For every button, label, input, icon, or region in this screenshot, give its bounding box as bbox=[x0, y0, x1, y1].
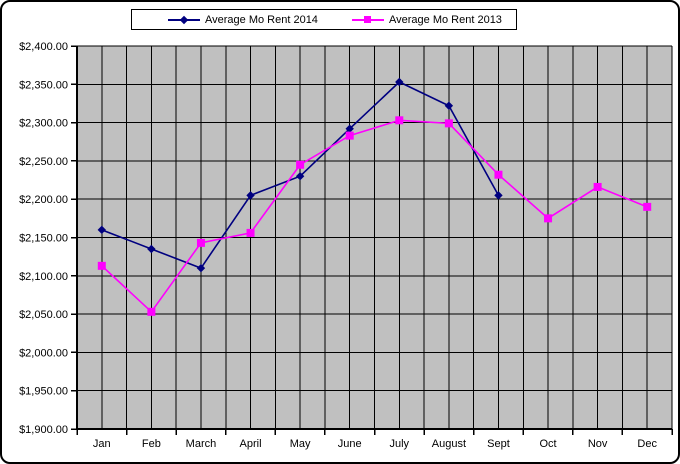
y-tick-label: $2,000.00 bbox=[19, 347, 68, 359]
y-axis-labels: $2,400.00 $2,350.00 $2,300.00 $2,250.00 $2,2… bbox=[19, 41, 68, 436]
square-marker-icon bbox=[196, 238, 205, 247]
legend-label-2014: Average Mo Rent 2014 bbox=[205, 13, 318, 26]
y-tick-label: $1,900.00 bbox=[19, 424, 68, 436]
x-tick-label: Nov bbox=[588, 438, 608, 450]
y-tick-label: $2,150.00 bbox=[19, 233, 68, 245]
y-tick-label: $2,050.00 bbox=[19, 309, 68, 321]
y-tick-label: $2,100.00 bbox=[19, 271, 68, 283]
diamond-marker-icon bbox=[196, 263, 206, 273]
square-marker-icon bbox=[494, 170, 503, 179]
axis-ticks bbox=[71, 45, 673, 435]
x-tick-label: Feb bbox=[142, 438, 161, 450]
x-tick-label: Sept bbox=[487, 438, 510, 450]
y-tick-label: $1,950.00 bbox=[19, 386, 68, 398]
series-2013 bbox=[97, 116, 652, 316]
diamond-marker-icon bbox=[295, 172, 305, 181]
square-marker-icon bbox=[643, 202, 652, 211]
diamond-marker-icon bbox=[444, 101, 454, 110]
legend: Average Mo Rent 2014 Average Mo Rent 201… bbox=[131, 9, 517, 30]
square-marker-icon bbox=[352, 14, 384, 25]
x-tick-label: Dec bbox=[637, 438, 657, 450]
x-tick-label: August bbox=[432, 438, 466, 450]
square-marker-icon bbox=[97, 261, 106, 270]
diamond-marker-icon bbox=[345, 124, 354, 133]
legend-entry-2013: Average Mo Rent 2013 bbox=[352, 10, 502, 29]
y-tick-label: $2,200.00 bbox=[19, 194, 68, 206]
square-marker-icon bbox=[544, 214, 553, 223]
x-tick-label: June bbox=[338, 438, 362, 450]
square-marker-icon bbox=[395, 116, 404, 125]
square-marker-icon bbox=[147, 307, 156, 316]
square-marker-icon bbox=[444, 119, 453, 128]
x-tick-label: May bbox=[290, 438, 311, 450]
x-tick-label: April bbox=[240, 438, 262, 450]
legend-label-2013: Average Mo Rent 2013 bbox=[389, 13, 502, 26]
diamond-marker-icon bbox=[97, 225, 106, 235]
diamond-marker-icon bbox=[395, 77, 404, 87]
square-marker-icon bbox=[296, 160, 305, 169]
legend-entry-2014: Average Mo Rent 2014 bbox=[168, 10, 318, 29]
square-marker-icon bbox=[246, 228, 255, 237]
diamond-marker-icon bbox=[494, 191, 503, 200]
diamond-marker-icon bbox=[246, 191, 255, 200]
series-line bbox=[101, 119, 648, 314]
diamond-marker-icon bbox=[147, 244, 156, 254]
square-marker-icon bbox=[593, 182, 602, 191]
x-tick-label: Jan bbox=[93, 438, 111, 450]
x-tick-label: March bbox=[186, 438, 217, 450]
y-tick-label: $2,300.00 bbox=[19, 118, 68, 130]
x-axis-labels: Jan Feb March April May June July August Sept Oct… bbox=[93, 438, 658, 450]
square-marker-icon bbox=[345, 131, 354, 140]
y-tick-label: $2,400.00 bbox=[19, 41, 68, 53]
x-tick-label: July bbox=[390, 438, 410, 450]
series-2014 bbox=[97, 77, 503, 273]
diamond-marker-icon bbox=[168, 14, 200, 25]
y-tick-label: $2,350.00 bbox=[19, 79, 68, 91]
y-tick-label: $2,250.00 bbox=[19, 156, 68, 168]
x-tick-label: Oct bbox=[539, 438, 556, 450]
